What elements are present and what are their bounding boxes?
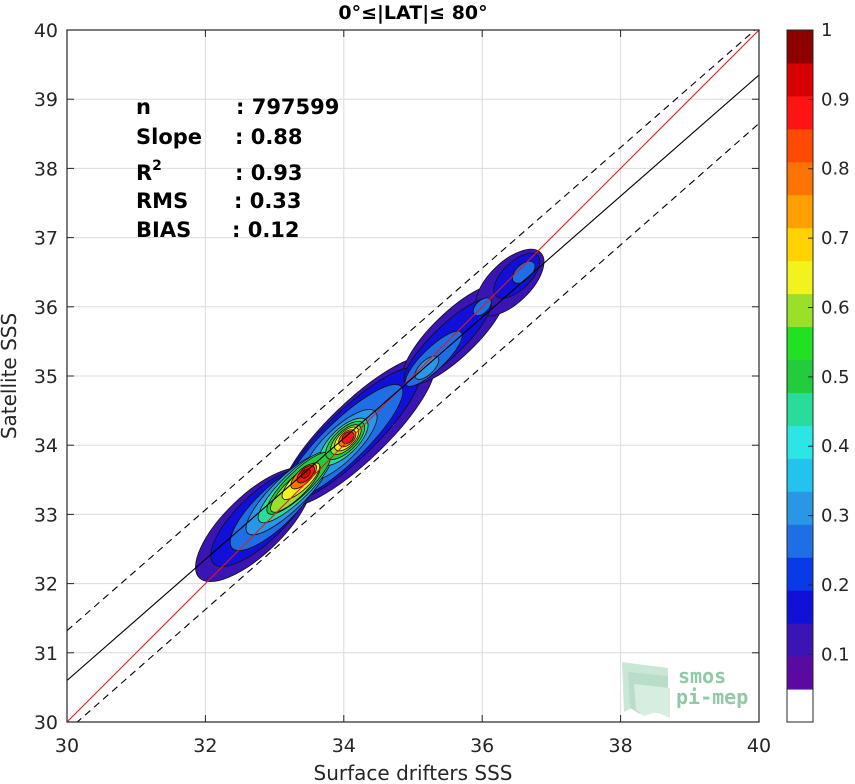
y-tick-label: 30 [34, 712, 58, 734]
colorbar-segment [787, 458, 813, 492]
stat-label: n [136, 95, 151, 119]
colorbar-segment [787, 194, 813, 229]
line-identity [67, 30, 759, 722]
y-axis-ticks: 30 31 32 33 34 35 36 37 38 39 40 [34, 20, 759, 734]
x-axis-label: Surface drifters SSS [314, 761, 513, 784]
colorbar-tick-label: 1 [821, 20, 832, 41]
x-axis-ticks: 30 32 34 36 38 40 [55, 30, 771, 757]
y-axis-label: Satellite SSS [0, 313, 21, 439]
colorbar-tick-label: 0.6 [821, 297, 850, 318]
colorbar-tick-label: 0.5 [821, 367, 850, 388]
colorbar-segment [787, 656, 813, 690]
y-tick-label: 37 [34, 228, 58, 250]
colorbar-segment [787, 326, 813, 361]
colorbar-segment [787, 491, 813, 525]
x-tick-label: 34 [332, 735, 356, 757]
density-band [512, 260, 536, 284]
x-tick-label: 40 [747, 735, 771, 757]
smos-pimep-logo: smos pi-mep [622, 662, 748, 718]
x-tick-label: 36 [470, 735, 494, 757]
y-tick-label: 40 [34, 20, 58, 42]
y-tick-label: 32 [34, 574, 58, 596]
logo-text-pimep: pi-mep [676, 685, 748, 709]
colorbar-segment [787, 425, 813, 459]
reference-lines [67, 30, 759, 722]
y-tick-label: 36 [34, 297, 58, 319]
colorbar-segment [787, 62, 813, 97]
stat-label: Slope [136, 125, 202, 149]
colorbar-segment [787, 260, 813, 295]
stat-label: BIAS [136, 218, 191, 242]
colorbar-tick-label: 0.8 [821, 159, 850, 180]
y-tick-label: 33 [34, 504, 58, 526]
colorbar-tick-label: 0.1 [821, 644, 850, 665]
colorbar-segment [787, 392, 813, 426]
x-tick-label: 30 [55, 735, 79, 757]
colorbar-segment [787, 128, 813, 163]
chart-title: 0°≤|LAT|≤ 80° [338, 2, 487, 24]
colorbar-segment [787, 689, 813, 723]
y-tick-label: 35 [34, 366, 58, 388]
stat-value: : 0.93 [235, 161, 303, 185]
line-lower-bound [76, 123, 759, 722]
line-upper-bound [67, 30, 756, 632]
grid-lines [66, 29, 760, 723]
density-contours [195, 248, 545, 583]
logo-waves-icon [622, 662, 670, 718]
y-tick-label: 31 [34, 643, 58, 665]
colorbar-segment [787, 227, 813, 262]
colorbar-segment [787, 293, 813, 328]
colorbar-frame [786, 29, 814, 723]
colorbar-tick-label: 0.4 [821, 436, 850, 457]
colorbar-tick-label: 0.2 [821, 575, 850, 596]
colorbar-segment [787, 590, 813, 624]
logo-text-smos: smos [678, 664, 726, 688]
stat-value: : 0.88 [235, 125, 303, 149]
colorbar-segment [787, 557, 813, 591]
y-tick-label: 39 [34, 89, 58, 111]
stat-label: RMS [136, 189, 188, 213]
y-tick-label: 38 [34, 158, 58, 180]
stat-value: : 0.33 [234, 189, 302, 213]
colorbar-segment [787, 359, 813, 393]
x-tick-label: 32 [193, 735, 217, 757]
line-regression [67, 74, 759, 681]
colorbar-segment [787, 95, 813, 130]
stat-superscript: 2 [152, 158, 162, 174]
x-tick-label: 38 [609, 735, 633, 757]
density-band [300, 468, 311, 479]
colorbar-segment [787, 161, 813, 196]
colorbar: 0.1 0.2 0.3 0.4 0.5 0.6 0.7 0.8 0.9 1 [786, 20, 850, 723]
stat-value: : 797599 [236, 95, 339, 119]
colorbar-segment [787, 30, 813, 64]
stat-value: : 0.12 [232, 218, 300, 242]
density-band [341, 431, 355, 444]
colorbar-segment [787, 524, 813, 558]
colorbar-tick-label: 0.3 [821, 506, 850, 527]
density-band [414, 355, 440, 380]
colorbar-tick-label: 0.7 [821, 228, 850, 249]
y-tick-label: 34 [34, 435, 58, 457]
colorbar-segment [787, 623, 813, 657]
colorbar-tick-label: 0.9 [821, 89, 850, 110]
